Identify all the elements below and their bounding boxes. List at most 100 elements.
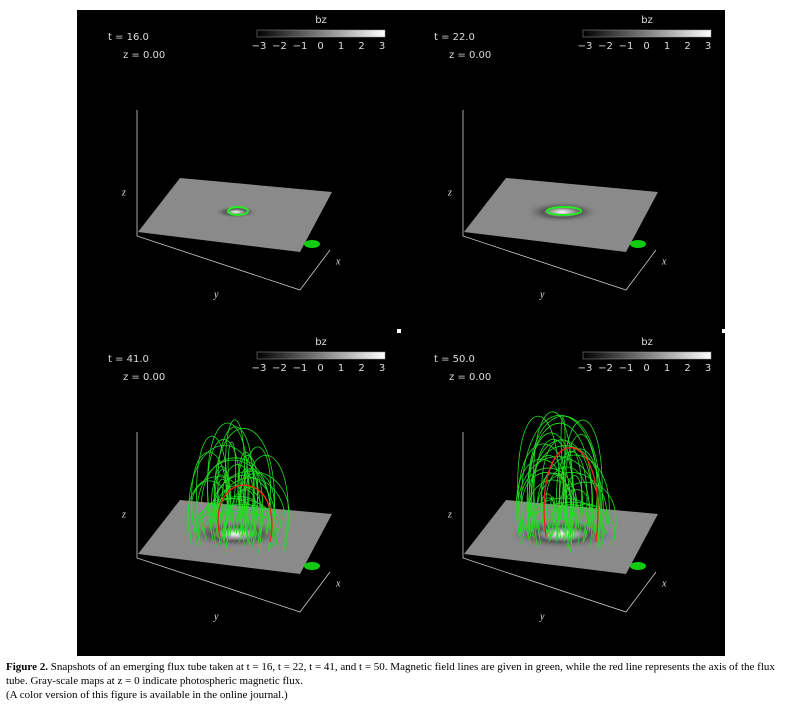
field-line xyxy=(210,475,276,548)
colorbar-tick: 3 xyxy=(379,363,385,374)
field-line xyxy=(546,496,559,536)
panel: t = 22.0 z = 0.00 bz −3 −2 −1 0 1 2 3 z y x xyxy=(434,15,712,300)
colorbar-tick: 1 xyxy=(338,41,344,52)
caption-note: (A color version of this figure is avail… xyxy=(6,689,288,701)
time-label: t = 22.0 xyxy=(434,32,475,43)
field-line xyxy=(517,415,560,543)
y-axis-label: y xyxy=(539,611,545,622)
panel: t = 16.0 z = 0.00 bz −3 −2 −1 0 1 2 3 z y x xyxy=(108,15,386,300)
depth-label: z = 0.00 xyxy=(449,50,491,61)
field-line xyxy=(231,487,270,535)
colorbar xyxy=(582,351,712,360)
colorbar-tick: −1 xyxy=(619,363,634,374)
field-line xyxy=(195,509,225,544)
field-line xyxy=(519,467,578,532)
field-line xyxy=(193,512,257,544)
time-label: t = 16.0 xyxy=(108,32,149,43)
colorbar-tick: −2 xyxy=(598,363,613,374)
field-line xyxy=(223,505,244,544)
field-line xyxy=(531,501,616,546)
colorbar-tick: −3 xyxy=(252,41,267,52)
colorbar xyxy=(256,351,386,360)
flux-blob xyxy=(630,562,646,570)
y-axis-label: y xyxy=(539,289,545,300)
colorbar-label: bz xyxy=(641,15,653,26)
depth-label: z = 0.00 xyxy=(449,372,491,383)
colorbar-label: bz xyxy=(315,15,327,26)
field-line xyxy=(211,474,231,554)
field-line xyxy=(528,445,604,537)
axis-lines xyxy=(462,432,657,613)
time-label: t = 41.0 xyxy=(108,354,149,365)
colorbar-tick: −2 xyxy=(272,363,287,374)
panel: t = 50.0 z = 0.00 bz −3 −2 −1 0 1 2 3 z y x xyxy=(434,337,712,622)
field-line xyxy=(196,459,273,550)
x-axis-label: x xyxy=(335,578,341,589)
marker xyxy=(722,329,726,333)
x-axis-label: x xyxy=(661,256,667,267)
field-line xyxy=(540,493,555,542)
colorbar-tick: 2 xyxy=(684,363,690,374)
flux-blob xyxy=(304,240,320,248)
colorbar-label: bz xyxy=(315,337,327,348)
panel: t = 41.0 z = 0.00 bz −3 −2 −1 0 1 2 3 z y x xyxy=(108,337,386,622)
field-line xyxy=(188,445,261,546)
field-line xyxy=(221,464,255,544)
colorbar-label: bz xyxy=(641,337,653,348)
axis-lines xyxy=(136,110,331,291)
field-line xyxy=(237,451,255,545)
axis-lines xyxy=(136,432,331,613)
x-axis-label: x xyxy=(335,256,341,267)
z-axis-label: z xyxy=(447,509,452,520)
colorbar xyxy=(256,29,386,38)
field-lines xyxy=(545,206,583,216)
field-line xyxy=(239,467,264,556)
figure: t = 16.0 z = 0.00 bz −3 −2 −1 0 1 2 3 z y x t = 22.0 z… xyxy=(77,10,726,656)
colorbar-tick: 3 xyxy=(705,363,711,374)
field-line xyxy=(536,472,572,549)
flux-map xyxy=(524,201,600,223)
colorbar-tick: 0 xyxy=(643,41,649,52)
colorbar-tick: 0 xyxy=(317,363,323,374)
caption: Figure 2. Snapshots of an emerging flux … xyxy=(6,660,798,702)
y-axis-label: y xyxy=(213,611,219,622)
colorbar-tick: 0 xyxy=(643,363,649,374)
field-line xyxy=(526,497,604,549)
field-line xyxy=(243,469,258,550)
field-line xyxy=(191,451,228,542)
field-line xyxy=(201,497,262,542)
colorbar-tick: 2 xyxy=(358,363,364,374)
colorbar-tick: 1 xyxy=(664,41,670,52)
field-line xyxy=(564,489,591,534)
colorbar-tick: −3 xyxy=(578,41,593,52)
field-line xyxy=(540,454,610,534)
field-line xyxy=(521,472,573,531)
field-line xyxy=(515,458,568,543)
z-axis-label: z xyxy=(121,509,126,520)
colorbar-tick: 1 xyxy=(664,363,670,374)
colorbar-tick: 2 xyxy=(358,41,364,52)
field-line xyxy=(531,439,593,533)
field-line xyxy=(559,448,600,534)
flux-blob xyxy=(304,562,320,570)
colorbar-tick: 0 xyxy=(317,41,323,52)
colorbar xyxy=(582,29,712,38)
field-line xyxy=(563,483,577,533)
field-lines xyxy=(227,206,249,216)
colorbar-tick: −3 xyxy=(252,363,267,374)
caption-label: Figure 2. xyxy=(6,661,48,673)
colorbar-tick: 2 xyxy=(684,41,690,52)
field-line xyxy=(533,438,575,553)
colorbar-tick: −2 xyxy=(272,41,287,52)
field-line xyxy=(244,446,271,532)
caption-text: Figure 2. Snapshots of an emerging flux … xyxy=(6,660,798,688)
z-axis-label: z xyxy=(121,187,126,198)
depth-label: z = 0.00 xyxy=(123,372,165,383)
time-label: t = 50.0 xyxy=(434,354,475,365)
field-line xyxy=(190,480,229,532)
axis-lines xyxy=(462,110,657,291)
marker xyxy=(397,329,401,333)
colorbar-tick: 3 xyxy=(705,41,711,52)
field-line xyxy=(238,472,275,533)
